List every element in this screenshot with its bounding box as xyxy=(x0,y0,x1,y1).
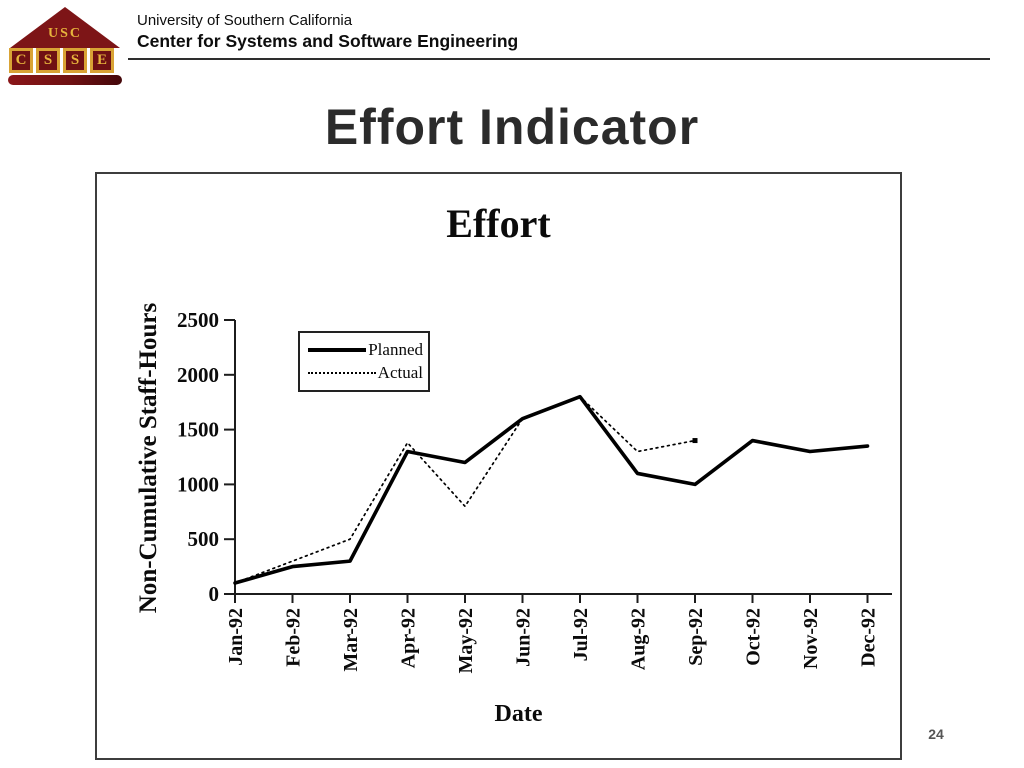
legend-dotted-line-sample xyxy=(308,372,376,375)
y-tick-label: 1000 xyxy=(177,472,219,496)
x-tick-label: Sep-92 xyxy=(685,608,707,666)
effort-chart: 0 500 1000 1500 2000 2500 Jan-92 Feb-92 Mar-92 Ap… xyxy=(95,172,902,760)
x-tick-label: Jun-92 xyxy=(513,608,535,667)
logo-letter-c: C xyxy=(9,48,33,73)
x-tick-label: Apr-92 xyxy=(398,608,420,668)
page-title: Effort Indicator xyxy=(324,99,700,155)
usc-csse-logo: USC C S S E xyxy=(8,7,122,85)
legend-entry-planned: Planned xyxy=(308,340,423,360)
legend-solid-line-sample xyxy=(308,347,367,352)
x-tick-label: Feb-92 xyxy=(283,608,305,667)
x-tick-label: Dec-92 xyxy=(858,608,880,667)
logo-base-bar xyxy=(8,75,122,85)
x-tick-label: May-92 xyxy=(455,608,477,674)
slide-page-number: 24 xyxy=(928,726,944,742)
chart-title: Effort xyxy=(446,201,551,246)
header-university-name: University of Southern California xyxy=(137,12,353,29)
y-tick-label: 2000 xyxy=(177,363,219,387)
y-tick-label: 0 xyxy=(209,582,220,606)
logo-letter-s1: S xyxy=(36,48,60,73)
header-divider-line xyxy=(128,58,990,60)
y-tick-label: 1500 xyxy=(177,418,219,442)
logo-usc-text: USC xyxy=(47,26,82,41)
legend-planned-label: Planned xyxy=(368,339,423,359)
chart-legend: Planned Actual xyxy=(298,331,430,392)
x-tick-label: Nov-92 xyxy=(800,608,822,669)
x-tick-label: Jan-92 xyxy=(225,608,247,666)
logo-roof-shape xyxy=(10,7,120,48)
actual-end-marker xyxy=(692,438,698,444)
x-tick-label: Jul-92 xyxy=(570,608,592,661)
y-tick-label: 2500 xyxy=(177,308,219,332)
x-axis-title: Date xyxy=(494,701,543,727)
actual-line xyxy=(234,395,696,584)
x-tick-label: Mar-92 xyxy=(340,608,362,672)
logo-letter-e: E xyxy=(90,48,114,73)
y-axis-title: Non-Cumulative Staff-Hours xyxy=(135,302,162,614)
logo-letter-s2: S xyxy=(63,48,87,73)
planned-line xyxy=(233,394,870,585)
logo-letter-row: C S S E xyxy=(9,48,114,73)
x-tick-label: Oct-92 xyxy=(743,608,765,666)
legend-entry-actual: Actual xyxy=(308,363,423,383)
legend-actual-label: Actual xyxy=(377,363,423,383)
header-department-name: Center for Systems and Software Engineer… xyxy=(137,31,519,51)
effort-chart-svg: 0 500 1000 1500 2000 2500 Jan-92 Feb-92 Mar-92 Ap… xyxy=(177,308,892,674)
x-tick-label: Aug-92 xyxy=(628,608,650,670)
y-tick-label: 500 xyxy=(188,527,220,551)
